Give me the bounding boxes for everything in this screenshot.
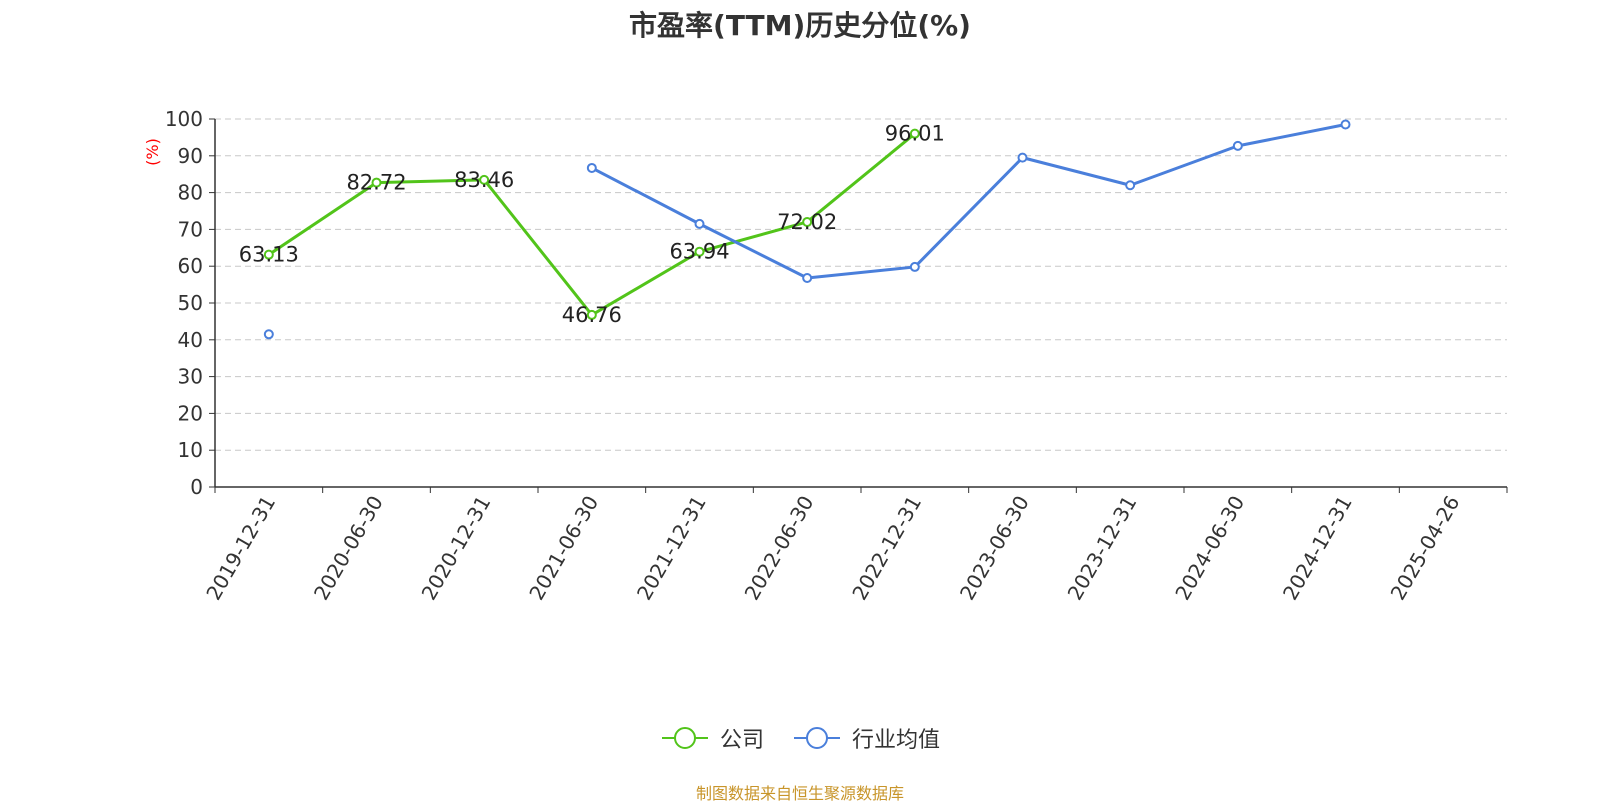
data-point	[263, 329, 274, 340]
data-label: 72.02	[777, 210, 837, 234]
data-label: 82.72	[346, 171, 406, 195]
data-point	[802, 216, 813, 227]
legend-item-company[interactable]: 公司	[660, 722, 764, 754]
y-tick-label: 100	[165, 107, 203, 131]
legend: 公司 行业均值	[0, 722, 1600, 754]
data-label: 83.46	[454, 168, 514, 192]
data-point	[802, 272, 813, 283]
x-tick-label: 2022-06-30	[740, 492, 819, 605]
data-source-note: 制图数据来自恒生聚源数据库	[695, 784, 904, 803]
y-tick-label: 10	[178, 438, 203, 462]
y-tick-label: 70	[178, 217, 203, 241]
legend-item-industry[interactable]: 行业均值	[792, 722, 940, 754]
x-tick-label: 2022-12-31	[847, 492, 926, 605]
x-tick-label: 2024-12-31	[1278, 492, 1357, 605]
x-tick-label: 2023-12-31	[1063, 492, 1142, 605]
data-point	[694, 246, 705, 257]
y-axis-label: (%)	[143, 138, 162, 166]
data-point	[479, 174, 490, 185]
y-tick-label: 80	[178, 181, 203, 205]
data-point	[694, 218, 705, 229]
data-label: 63.94	[669, 240, 729, 264]
data-point	[909, 261, 920, 272]
data-point	[1125, 180, 1136, 191]
y-tick-label: 30	[178, 365, 203, 389]
chart-title: 市盈率(TTM)历史分位(%)	[629, 9, 971, 42]
data-point	[586, 162, 597, 173]
data-point	[1340, 119, 1351, 130]
x-tick-label: 2021-06-30	[524, 492, 603, 605]
x-tick-label: 2020-12-31	[417, 492, 496, 605]
legend-line-circle-icon	[661, 727, 708, 749]
data-label: 96.01	[885, 122, 945, 146]
y-tick-label: 0	[190, 475, 203, 499]
x-tick-label: 2019-12-31	[201, 492, 280, 605]
x-tick-label: 2020-06-30	[309, 492, 388, 605]
legend-line-circle-icon	[794, 727, 840, 749]
data-point	[371, 177, 382, 188]
legend-label-company: 公司	[719, 728, 764, 753]
y-tick-label: 40	[178, 328, 203, 352]
y-tick-label: 50	[178, 291, 203, 315]
data-point	[586, 309, 597, 320]
data-point	[1017, 152, 1028, 163]
x-tick-label: 2023-06-30	[955, 492, 1034, 605]
x-tick-label: 2025-04-26	[1386, 492, 1465, 605]
y-tick-label: 20	[178, 401, 203, 425]
y-tick-label: 90	[178, 144, 203, 168]
data-label: 63.13	[239, 243, 299, 267]
series-line-1	[591, 123, 1346, 280]
y-tick-label: 60	[178, 254, 203, 278]
data-point	[263, 249, 274, 260]
data-point	[1232, 140, 1243, 151]
x-tick-label: 2024-06-30	[1170, 492, 1249, 605]
data-point	[909, 128, 920, 139]
legend-label-industry: 行业均值	[852, 728, 941, 753]
x-tick-label: 2021-12-31	[632, 492, 711, 605]
data-label: 46.76	[562, 303, 622, 327]
